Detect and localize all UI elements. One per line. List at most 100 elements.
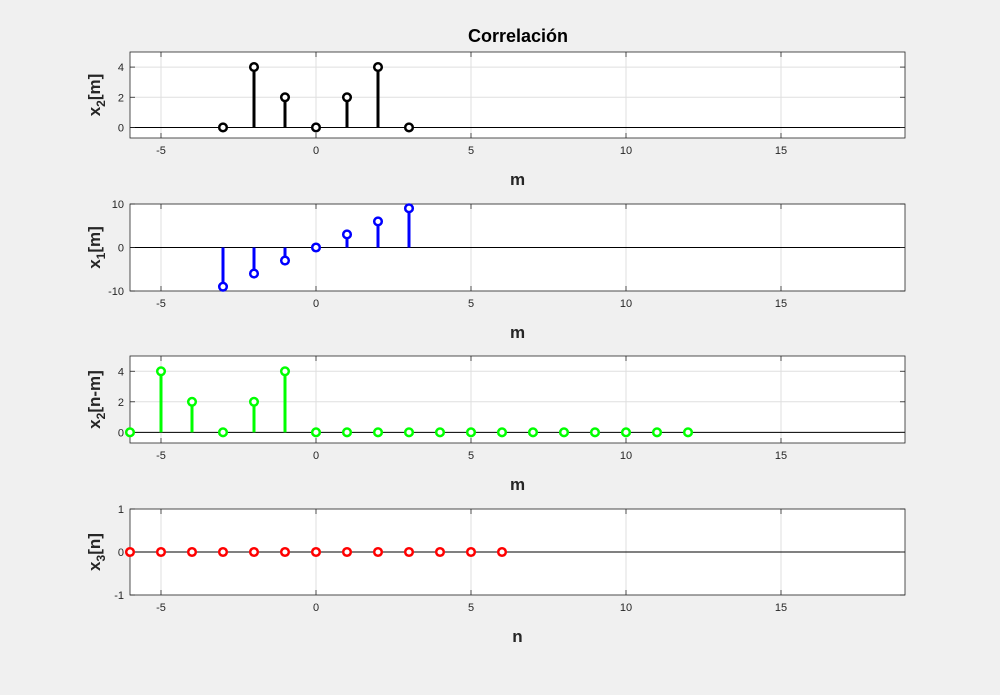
y-tick-label: 4 bbox=[118, 62, 124, 74]
stem-marker bbox=[279, 255, 291, 266]
stem-marker bbox=[496, 427, 508, 438]
stem-marker bbox=[558, 427, 570, 438]
stem-marker bbox=[403, 122, 415, 133]
x-tick-label: 15 bbox=[775, 450, 787, 462]
y-tick-label: 2 bbox=[118, 92, 124, 104]
stem-marker bbox=[372, 546, 384, 558]
stem-marker bbox=[651, 427, 663, 438]
y-axis-label-base: x bbox=[85, 259, 104, 269]
subplot-4: -5 0 5 10 15 -1 0 1 n x3[n] bbox=[85, 504, 906, 646]
y-axis-label: x3[n] bbox=[85, 533, 108, 571]
y-axis-label-subscript: 3 bbox=[94, 554, 108, 561]
stem-marker bbox=[465, 427, 477, 438]
x-tick-label: 15 bbox=[775, 298, 787, 310]
y-tick-label: 0 bbox=[118, 547, 124, 559]
stem-marker bbox=[341, 427, 353, 438]
x-tick-label: 5 bbox=[468, 450, 474, 462]
y-axis-label: x1[m] bbox=[85, 226, 108, 269]
x-tick-label: 5 bbox=[468, 298, 474, 310]
stem-marker bbox=[527, 427, 539, 438]
stem-marker bbox=[403, 546, 415, 558]
y-tick-label: -1 bbox=[114, 590, 124, 602]
y-tick-label: 1 bbox=[118, 504, 124, 516]
x-tick-label: 15 bbox=[775, 602, 787, 614]
stem-marker bbox=[248, 62, 260, 73]
stem-marker bbox=[310, 546, 322, 558]
x-axis-label: m bbox=[510, 170, 525, 189]
y-tick-label: -10 bbox=[108, 286, 124, 298]
stem-marker bbox=[248, 268, 260, 279]
y-axis-label-subscript: 1 bbox=[94, 252, 108, 259]
stem-marker bbox=[682, 427, 694, 438]
y-axis-label-subscript: 2 bbox=[94, 100, 108, 107]
stem-marker bbox=[496, 546, 508, 558]
stem-marker bbox=[372, 62, 384, 73]
x-tick-label: -5 bbox=[156, 145, 166, 157]
stem-marker bbox=[279, 366, 291, 377]
stem-marker bbox=[217, 427, 229, 438]
x-tick-label: 10 bbox=[620, 145, 632, 157]
y-tick-label: 0 bbox=[118, 427, 124, 439]
stem-marker bbox=[403, 427, 415, 438]
stem-marker bbox=[155, 546, 167, 558]
stem-marker bbox=[620, 427, 632, 438]
stem-marker bbox=[186, 396, 198, 407]
x-tick-label: 10 bbox=[620, 450, 632, 462]
y-axis-label-base: x bbox=[85, 561, 104, 571]
stem-marker bbox=[155, 366, 167, 377]
y-axis-label-base: x bbox=[85, 106, 104, 116]
x-tick-label: 10 bbox=[620, 298, 632, 310]
axes-box bbox=[129, 355, 906, 444]
axes-background bbox=[130, 356, 905, 443]
x-axis-label: n bbox=[512, 627, 522, 646]
x-tick-label: -5 bbox=[156, 298, 166, 310]
x-tick-label: 15 bbox=[775, 145, 787, 157]
subplot-2: -5 0 5 10 15 -10 0 10 m x1[m] bbox=[85, 199, 906, 342]
y-axis-label-base: x bbox=[85, 419, 104, 429]
y-axis-label: x2[m] bbox=[85, 74, 108, 117]
stem-marker bbox=[372, 427, 384, 438]
x-tick-label: -5 bbox=[156, 602, 166, 614]
y-axis-label-rest: [n-m] bbox=[85, 370, 104, 412]
y-tick-label: 0 bbox=[118, 243, 124, 255]
x-tick-label: 5 bbox=[468, 602, 474, 614]
y-tick-label: 2 bbox=[118, 397, 124, 409]
y-tick-label: 10 bbox=[112, 199, 124, 211]
x-tick-label: 5 bbox=[468, 145, 474, 157]
stem-marker bbox=[186, 546, 198, 558]
stem-marker bbox=[403, 203, 415, 214]
x-tick-label: 10 bbox=[620, 602, 632, 614]
axes-background bbox=[130, 52, 905, 138]
axes-box bbox=[129, 51, 906, 139]
stem-marker bbox=[310, 427, 322, 438]
stem-marker bbox=[341, 229, 353, 240]
figure-title: Correlación bbox=[468, 26, 568, 46]
x-tick-label: 0 bbox=[313, 298, 319, 310]
x-axis-label: m bbox=[510, 323, 525, 342]
stem-marker bbox=[434, 546, 446, 558]
stem-marker bbox=[279, 92, 291, 103]
stem-marker bbox=[310, 242, 322, 253]
stem-marker bbox=[310, 122, 322, 133]
stem-marker bbox=[589, 427, 601, 438]
stem-marker bbox=[434, 427, 446, 438]
stem-marker bbox=[372, 216, 384, 227]
stem-marker bbox=[341, 92, 353, 103]
x-tick-label: 0 bbox=[313, 450, 319, 462]
stem-marker bbox=[341, 546, 353, 558]
y-tick-label: 4 bbox=[118, 366, 124, 378]
x-tick-label: 0 bbox=[313, 602, 319, 614]
y-axis-label: x2[n-m] bbox=[85, 370, 108, 429]
stem-marker bbox=[217, 546, 229, 558]
stem-marker bbox=[248, 546, 260, 558]
y-axis-label-subscript: 2 bbox=[94, 412, 108, 419]
x-tick-label: 0 bbox=[313, 145, 319, 157]
stem-marker bbox=[248, 396, 260, 407]
stem-marker bbox=[124, 427, 136, 438]
stem-marker bbox=[279, 546, 291, 558]
x-axis-label: m bbox=[510, 475, 525, 494]
stem-marker bbox=[217, 122, 229, 133]
